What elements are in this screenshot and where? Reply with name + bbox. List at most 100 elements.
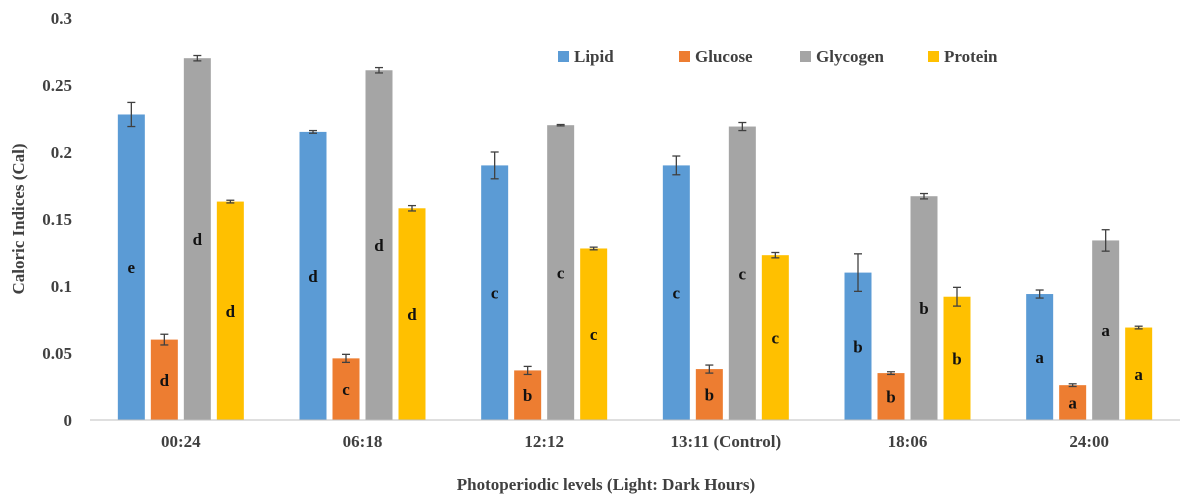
error-bar <box>309 129 317 134</box>
error-bar <box>953 286 961 307</box>
error-bars-group <box>127 54 1143 388</box>
significance-label: c <box>590 325 598 344</box>
legend-item-lipid: Lipid <box>558 47 614 66</box>
significance-label: d <box>226 302 236 321</box>
bars-group <box>117 58 1153 420</box>
significance-labels-group: e d d d d c d d c b c c c b c c b b b b a a a a <box>128 230 1144 412</box>
error-bar <box>1068 383 1077 388</box>
significance-label: b <box>919 299 928 318</box>
bar-glucose <box>150 339 178 420</box>
error-bar <box>589 246 598 251</box>
bar-protein <box>761 255 789 420</box>
significance-label: c <box>673 284 681 303</box>
legend: Lipid Glucose Glycogen Protein <box>558 47 998 66</box>
significance-label: a <box>1101 321 1110 340</box>
legend-swatch <box>928 51 939 62</box>
bar-lipid <box>1026 294 1054 420</box>
legend-label: Protein <box>944 47 998 66</box>
significance-label: e <box>128 258 136 277</box>
significance-label: b <box>705 386 714 405</box>
significance-label: c <box>557 264 565 283</box>
y-tick-label: 0.25 <box>42 76 72 95</box>
legend-swatch <box>800 51 811 62</box>
bar-glucose <box>514 370 542 420</box>
error-bar <box>556 123 565 127</box>
bar-glucose <box>877 373 905 420</box>
error-bar <box>672 155 681 176</box>
legend-item-glycogen: Glycogen <box>800 47 885 66</box>
significance-label: d <box>308 267 318 286</box>
y-tick-label: 0.05 <box>42 344 72 363</box>
bar-protein <box>580 248 608 420</box>
x-axis-tick-labels: 00:24 06:18 12:12 13:11 (Control) 18:06 24:00 <box>161 432 1109 451</box>
significance-label: c <box>491 284 499 303</box>
x-tick-label: 18:06 <box>888 432 928 451</box>
y-tick-label: 0.3 <box>51 9 72 28</box>
significance-label: b <box>523 386 532 405</box>
error-bar <box>408 204 416 212</box>
bar-protein <box>216 201 244 420</box>
error-bar <box>920 192 928 200</box>
x-axis-title: Photoperiodic levels (Light: Dark Hours) <box>457 475 755 494</box>
legend-swatch <box>558 51 569 62</box>
y-tick-label: 0 <box>64 411 73 430</box>
x-tick-label: 06:18 <box>343 432 383 451</box>
error-bar <box>771 251 780 259</box>
legend-label: Glucose <box>695 47 753 66</box>
bar-glycogen <box>1092 240 1120 420</box>
significance-label: d <box>374 236 384 255</box>
bar-protein <box>398 208 426 420</box>
bar-glucose <box>332 358 360 420</box>
bar-protein <box>1125 327 1153 420</box>
bar-lipid <box>662 165 690 420</box>
error-bar <box>1101 229 1110 252</box>
bar-glucose <box>1059 385 1087 420</box>
bar-glycogen <box>183 58 211 420</box>
significance-label: a <box>1035 348 1044 367</box>
significance-label: d <box>193 230 203 249</box>
significance-label: b <box>952 349 961 368</box>
error-bar <box>226 199 235 204</box>
significance-label: c <box>772 329 780 348</box>
x-tick-label: 13:11 (Control) <box>671 432 782 451</box>
bar-glycogen <box>728 126 756 420</box>
significance-label: b <box>886 388 895 407</box>
significance-label: c <box>739 264 747 283</box>
significance-label: c <box>342 380 350 399</box>
error-bar <box>1134 325 1143 330</box>
significance-label: b <box>853 337 862 356</box>
y-axis-ticks: 0 0.05 0.1 0.15 0.2 0.25 0.3 <box>42 9 72 430</box>
significance-label: a <box>1068 394 1077 413</box>
error-bar <box>854 253 862 293</box>
error-bar <box>160 333 169 346</box>
x-tick-label: 24:00 <box>1069 432 1109 451</box>
legend-label: Lipid <box>574 47 614 66</box>
error-bar <box>738 121 747 132</box>
error-bar <box>375 66 383 74</box>
x-tick-label: 12:12 <box>524 432 564 451</box>
error-bar <box>887 371 895 376</box>
error-bar <box>490 151 499 180</box>
bar-glycogen <box>365 70 393 420</box>
bar-glycogen <box>547 125 575 420</box>
legend-item-glucose: Glucose <box>679 47 753 66</box>
y-tick-label: 0.1 <box>51 277 72 296</box>
bar-lipid <box>299 131 327 420</box>
x-tick-label: 00:24 <box>161 432 201 451</box>
error-bar <box>1035 289 1044 299</box>
y-tick-label: 0.15 <box>42 210 72 229</box>
bar-lipid <box>117 114 145 420</box>
legend-swatch <box>679 51 690 62</box>
legend-item-protein: Protein <box>928 47 998 66</box>
bar-lipid <box>481 165 509 420</box>
bar-protein <box>943 296 971 420</box>
legend-label: Glycogen <box>816 47 885 66</box>
significance-label: d <box>407 305 417 324</box>
bar-glycogen <box>910 196 938 420</box>
bar-glucose <box>695 369 723 420</box>
bar-lipid <box>844 272 872 420</box>
error-bar <box>705 364 714 374</box>
error-bar <box>193 54 202 62</box>
